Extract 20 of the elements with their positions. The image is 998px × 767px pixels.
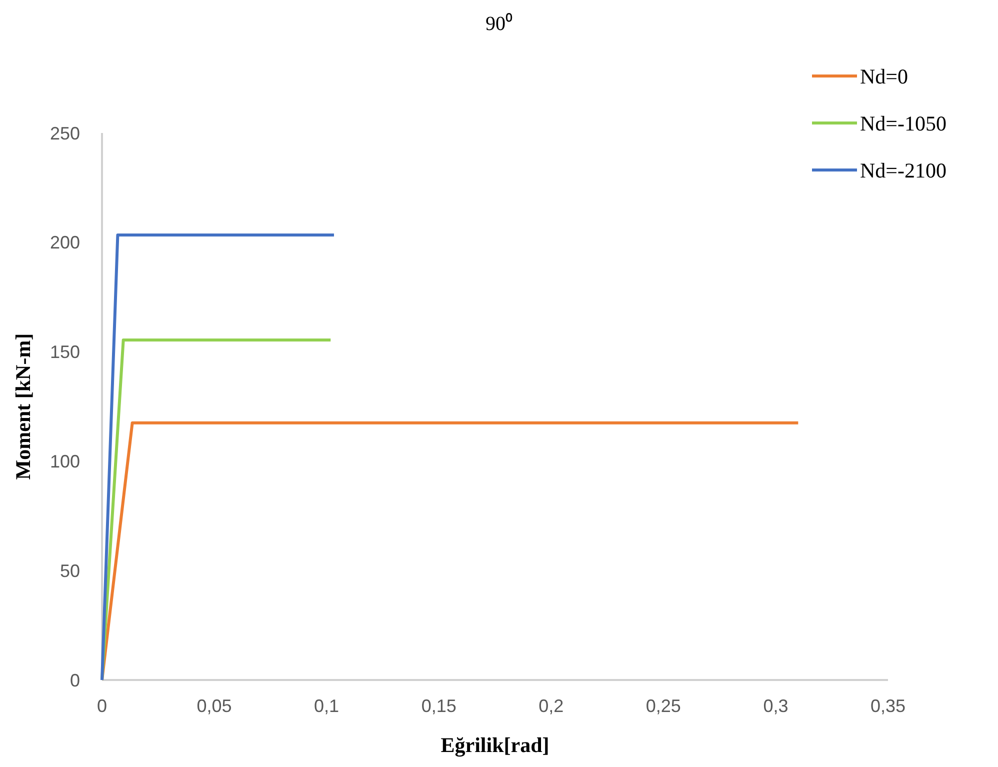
x-tick-label: 0,05 xyxy=(196,696,232,716)
legend-label: Nd=0 xyxy=(860,64,908,88)
x-tick-label: 0,1 xyxy=(314,696,340,716)
legend-label: Nd=-1050 xyxy=(860,111,947,136)
y-tick-label: 200 xyxy=(50,232,80,253)
x-tick-label: 0 xyxy=(96,696,108,716)
x-tick-label: 0,25 xyxy=(646,696,681,716)
chart-title: 90⁰ xyxy=(486,12,512,35)
x-tick-label: 0,3 xyxy=(763,696,788,716)
y-tick-label: 150 xyxy=(50,342,80,362)
y-tick-label: 0 xyxy=(70,670,80,690)
x-tick-label: 0,35 xyxy=(870,696,906,716)
legend-label: Nd=-2100 xyxy=(860,158,947,182)
y-tick-label: 50 xyxy=(60,560,80,581)
x-tick-label: 0,2 xyxy=(538,696,564,716)
x-axis-title: Eğrilik[rad] xyxy=(440,733,550,757)
y-tick-label: 100 xyxy=(50,452,80,472)
x-tick-label: 0,15 xyxy=(421,696,456,716)
y-axis-title: Moment [kN-m] xyxy=(11,333,35,480)
y-tick-label: 250 xyxy=(50,123,80,144)
